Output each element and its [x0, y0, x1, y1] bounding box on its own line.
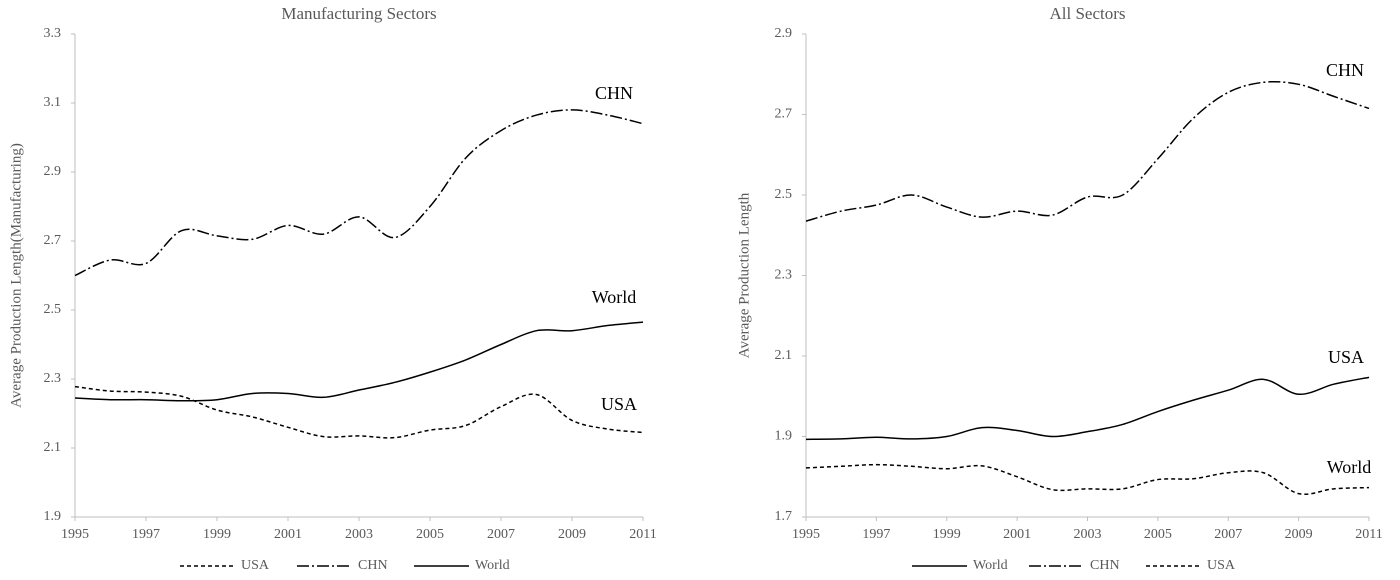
y-tick-label: 2.9	[44, 164, 62, 179]
line-label: USA	[601, 394, 637, 414]
y-tick-label: 2.7	[44, 233, 62, 248]
x-tick-label: 2007	[1214, 527, 1242, 542]
x-tick-label: 1995	[61, 527, 89, 542]
x-tick-label: 1997	[862, 527, 890, 542]
legend-label: USA	[241, 558, 270, 573]
x-tick-label: 1997	[132, 527, 160, 542]
x-tick-label: 2001	[274, 527, 302, 542]
x-tick-label: 1999	[203, 527, 231, 542]
x-tick-label: 2003	[1074, 527, 1102, 542]
line-label: World	[1327, 457, 1372, 477]
x-tick-label: 2009	[558, 527, 586, 542]
y-tick-label: 3.3	[44, 26, 62, 41]
legend-label: World	[973, 558, 1008, 573]
series-line	[74, 385, 644, 439]
series-line	[805, 80, 1370, 222]
y-tick-label: 2.3	[44, 371, 62, 386]
x-tick-label: 2005	[1144, 527, 1172, 542]
x-tick-label: 1999	[933, 527, 961, 542]
y-tick-label: 2.1	[775, 348, 793, 363]
y-tick-label: 1.9	[775, 429, 793, 444]
line-label: CHN	[1326, 60, 1364, 80]
chart-title: All Sectors	[1049, 4, 1125, 23]
legend-label: USA	[1207, 558, 1236, 573]
y-tick-label: 2.5	[775, 187, 793, 202]
chart-title: Manufacturing Sectors	[281, 4, 436, 23]
legend-label: CHN	[358, 558, 388, 573]
line-label: World	[592, 287, 637, 307]
y-axis-label: Average Production Length(Manufacturing)	[8, 143, 24, 408]
x-tick-label: 1995	[792, 527, 820, 542]
y-tick-label: 3.1	[44, 95, 62, 110]
x-tick-label: 2005	[416, 527, 444, 542]
x-tick-label: 2003	[345, 527, 373, 542]
series-line	[805, 376, 1370, 441]
y-tick-label: 2.9	[775, 26, 793, 41]
series-line	[805, 463, 1370, 496]
line-label: USA	[1328, 347, 1364, 367]
x-tick-label: 2009	[1285, 527, 1313, 542]
y-tick-label: 2.5	[44, 302, 62, 317]
y-tick-label: 1.9	[44, 509, 62, 524]
legend-label: World	[475, 558, 510, 573]
x-tick-label: 2001	[1003, 527, 1031, 542]
y-tick-label: 2.7	[775, 107, 793, 122]
series-line	[74, 109, 644, 277]
y-tick-label: 2.3	[775, 268, 793, 283]
y-tick-label: 1.7	[775, 509, 793, 524]
legend-label: CHN	[1090, 558, 1120, 573]
y-axis-label: Average Production Length	[736, 192, 752, 358]
x-tick-label: 2007	[487, 527, 515, 542]
y-tick-label: 2.1	[44, 440, 62, 455]
x-tick-label: 2011	[1355, 527, 1382, 542]
series-line	[74, 321, 644, 402]
line-label: CHN	[595, 83, 633, 103]
x-tick-label: 2011	[629, 527, 656, 542]
